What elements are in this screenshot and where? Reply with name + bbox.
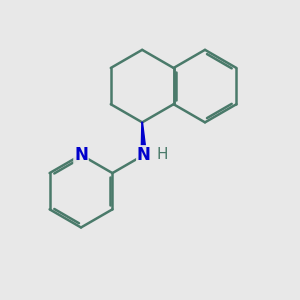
Text: N: N bbox=[137, 146, 151, 164]
Text: H: H bbox=[156, 148, 168, 163]
Polygon shape bbox=[141, 122, 146, 155]
Text: N: N bbox=[74, 146, 88, 164]
